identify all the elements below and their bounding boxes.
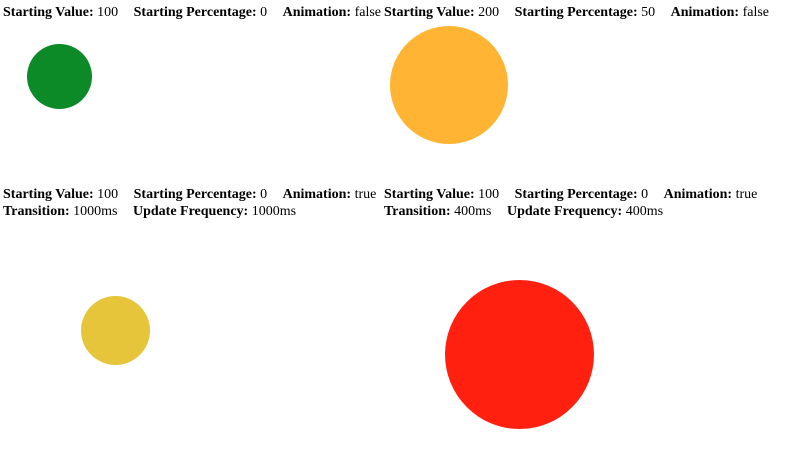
starting-percentage-label: Starting Percentage: xyxy=(133,187,257,202)
animation-value: true xyxy=(735,187,758,202)
progress-circle xyxy=(81,296,150,365)
settings-line: Starting Value: 100 Starting Percentage:… xyxy=(3,186,381,203)
starting-percentage: 0 xyxy=(641,187,649,202)
animation-field: Animation: false xyxy=(671,5,769,20)
animation-field: Animation: true xyxy=(283,187,377,202)
gauge-panel-2: Starting Value: 200 Starting Percentage:… xyxy=(384,4,794,164)
starting-value-field: Starting Value: 200 xyxy=(384,5,499,20)
animation-value: false xyxy=(742,5,769,20)
animation-field: Animation: false xyxy=(283,5,381,20)
starting-value: 100 xyxy=(478,187,500,202)
starting-value: 100 xyxy=(97,187,119,202)
animation-value: true xyxy=(354,187,377,202)
update-frequency-label: Update Frequency: xyxy=(506,204,623,219)
update-frequency-value: 1000ms xyxy=(251,204,297,219)
starting-value-label: Starting Value: xyxy=(3,187,94,202)
update-frequency-value: 400ms xyxy=(625,204,664,219)
starting-percentage-field: Starting Percentage: 50 xyxy=(515,5,655,20)
gauge-panel-4: Starting Value: 100 Starting Percentage:… xyxy=(384,186,794,448)
transition-field: Transition: 1000ms xyxy=(3,204,117,219)
transition-value: 400ms xyxy=(454,204,492,219)
animation-label: Animation: xyxy=(663,187,733,202)
settings-line: Starting Value: 100 Starting Percentage:… xyxy=(384,186,794,203)
starting-percentage-field: Starting Percentage: 0 xyxy=(134,5,267,20)
starting-percentage-field: Starting Percentage: 0 xyxy=(515,187,648,202)
starting-percentage-label: Starting Percentage: xyxy=(514,187,638,202)
starting-value-label: Starting Value: xyxy=(384,5,475,20)
animation-label: Animation: xyxy=(282,5,352,20)
gauge-panel-1: Starting Value: 100 Starting Percentage:… xyxy=(3,4,381,164)
gauge-panel-3: Starting Value: 100 Starting Percentage:… xyxy=(3,186,381,446)
starting-value-field: Starting Value: 100 xyxy=(3,187,118,202)
progress-circle xyxy=(27,44,92,109)
starting-value-label: Starting Value: xyxy=(384,187,475,202)
starting-percentage: 0 xyxy=(260,5,268,20)
starting-percentage-field: Starting Percentage: 0 xyxy=(134,187,267,202)
animation-label: Animation: xyxy=(670,5,740,20)
starting-value: 200 xyxy=(478,5,500,20)
starting-value: 100 xyxy=(97,5,119,20)
animation-settings-line: Transition: 1000ms Update Frequency: 100… xyxy=(3,203,381,220)
starting-percentage-label: Starting Percentage: xyxy=(514,5,638,20)
update-frequency-label: Update Frequency: xyxy=(132,204,249,219)
transition-value: 1000ms xyxy=(73,204,118,219)
update-frequency-field: Update Frequency: 400ms xyxy=(507,204,663,219)
starting-value-label: Starting Value: xyxy=(3,5,94,20)
animation-field: Animation: true xyxy=(664,187,758,202)
settings-line: Starting Value: 100 Starting Percentage:… xyxy=(3,4,381,21)
starting-percentage: 0 xyxy=(260,187,268,202)
animation-label: Animation: xyxy=(282,187,352,202)
starting-value-field: Starting Value: 100 xyxy=(384,187,499,202)
settings-line: Starting Value: 200 Starting Percentage:… xyxy=(384,4,794,21)
starting-value-field: Starting Value: 100 xyxy=(3,5,118,20)
animation-value: false xyxy=(354,5,381,20)
update-frequency-field: Update Frequency: 1000ms xyxy=(133,204,296,219)
transition-label: Transition: xyxy=(3,204,70,219)
transition-label: Transition: xyxy=(384,204,451,219)
transition-field: Transition: 400ms xyxy=(384,204,491,219)
progress-circle xyxy=(445,280,594,429)
progress-circle xyxy=(390,26,508,144)
starting-percentage: 50 xyxy=(641,5,656,20)
animation-settings-line: Transition: 400ms Update Frequency: 400m… xyxy=(384,203,794,220)
starting-percentage-label: Starting Percentage: xyxy=(133,5,257,20)
